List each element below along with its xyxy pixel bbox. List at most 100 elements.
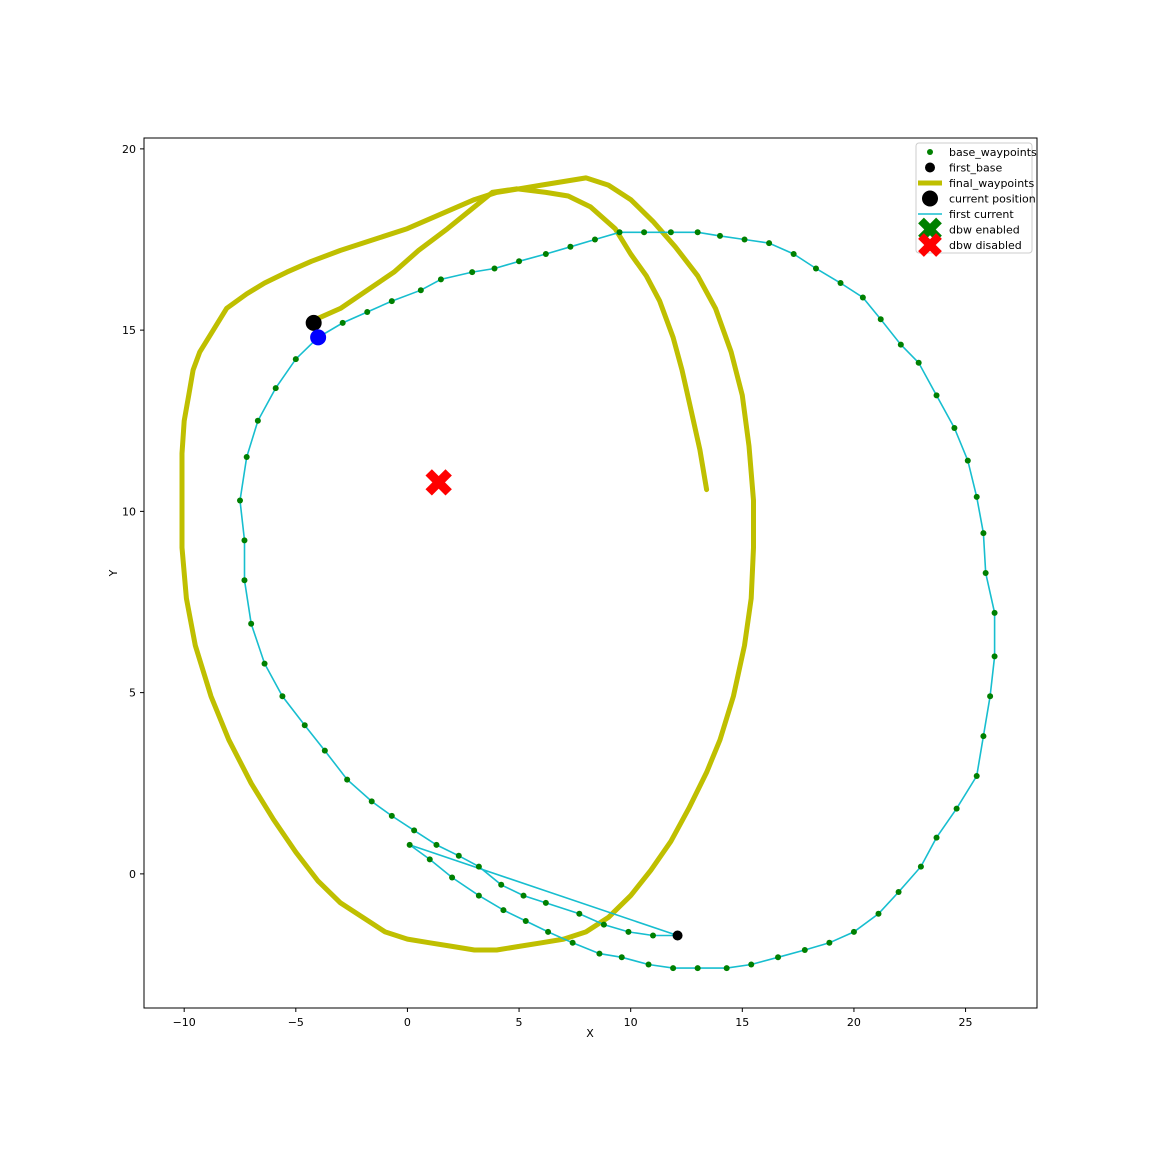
base-waypoint-point: [301, 722, 308, 729]
base-waypoint-point: [953, 805, 960, 812]
base-waypoint-point: [801, 947, 808, 953]
legend-handle: [918, 233, 942, 257]
base-waypoint-point: [982, 570, 989, 576]
base-waypoint-point: [694, 229, 701, 236]
base-waypoint-point: [254, 417, 261, 424]
base-waypoint-point: [933, 392, 940, 399]
plot-frame: [143, 137, 1038, 1009]
x-tick-label: −10: [173, 1016, 196, 1029]
legend-label: dbw disabled: [949, 239, 1022, 252]
base-waypoint-point: [475, 863, 482, 870]
base-waypoint-point: [433, 841, 440, 848]
base-waypoint-point: [364, 309, 371, 315]
base-waypoint-point: [292, 356, 299, 363]
base-waypoint-point: [449, 874, 456, 881]
base-waypoint-point: [545, 928, 552, 935]
legend: base_waypoints first_base final_waypointsc…: [915, 142, 1037, 257]
base-waypoint-point: [812, 265, 819, 272]
y-axis-label: Y: [107, 569, 120, 577]
legend-label: first current: [949, 208, 1014, 221]
base-waypoint-point: [987, 693, 994, 700]
base-waypoint-point: [641, 229, 648, 236]
base-waypoint-point: [569, 939, 576, 946]
base-waypoint-point: [748, 961, 755, 968]
base-waypoint-point: [475, 892, 482, 899]
base-waypoint-point: [875, 910, 882, 917]
x-axis-label: X: [586, 1027, 594, 1040]
base-waypoint-point: [339, 319, 346, 326]
first-base-marker: [672, 930, 683, 941]
base-waypoint-point: [406, 841, 413, 848]
dbw-disabled-marker: [425, 469, 452, 496]
base-waypoint-point: [859, 294, 866, 301]
base-waypoint-point: [616, 229, 623, 236]
y-tick-label: 20: [122, 143, 136, 156]
y-tick-label: 0: [129, 868, 136, 881]
base-waypoint-point: [973, 773, 980, 779]
base-waypoint-point: [933, 834, 940, 841]
base-waypoint-point: [344, 776, 351, 783]
current-position-marker: [305, 314, 322, 331]
base-waypoint-point: [775, 954, 782, 961]
legend-label: dbw enabled: [949, 224, 1020, 237]
base-waypoint-point: [272, 385, 279, 392]
base-waypoint-point: [241, 537, 248, 544]
base-waypoint-point: [917, 863, 924, 870]
base-waypoint-point: [500, 907, 507, 914]
x-tick-label: −5: [288, 1016, 304, 1029]
base-waypoint-point: [426, 856, 433, 863]
base-waypoint-point: [542, 899, 549, 906]
base-waypoint-point: [388, 812, 395, 819]
base-waypoint-point: [279, 693, 286, 700]
first-current-marker: [310, 329, 327, 346]
base-waypoint-point: [991, 609, 998, 616]
base-waypoint-point: [591, 236, 598, 243]
x-tick-label: 5: [516, 1016, 523, 1029]
base-waypoint-point: [645, 961, 652, 968]
x-tick-label: 25: [959, 1016, 973, 1029]
base-waypoint-point: [973, 493, 980, 500]
x-tick-label: 20: [847, 1016, 861, 1029]
base-waypoint-point: [964, 457, 971, 464]
legend-handle: [927, 149, 933, 155]
base-waypoint-point: [991, 653, 998, 660]
base-waypoint-point: [980, 530, 987, 537]
x-tick-label: 10: [624, 1016, 638, 1029]
base-waypoint-point: [261, 660, 268, 667]
base-waypoint-point: [417, 287, 424, 294]
base-waypoint-point: [826, 939, 833, 946]
base-waypoint-point: [915, 359, 922, 366]
x-tick-label: 15: [735, 1016, 749, 1029]
base-waypoint-point: [618, 954, 625, 961]
base-waypoint-point: [567, 243, 574, 250]
base-waypoint-point: [850, 928, 857, 935]
x-tick-label: 0: [404, 1016, 411, 1029]
base-waypoint-point: [596, 950, 603, 957]
base-waypoint-point: [877, 316, 884, 323]
legend-label: first_base: [949, 162, 1002, 175]
base-waypoint-point: [895, 889, 902, 895]
legend-label: final_waypoints: [949, 177, 1034, 190]
base-waypoint-point: [498, 881, 505, 888]
legend-label: current position: [949, 193, 1036, 206]
base-waypoint-point: [469, 269, 476, 276]
base-waypoint-point: [455, 852, 462, 859]
base-waypoint-point: [368, 798, 375, 805]
base-waypoint-point: [667, 229, 674, 236]
base-waypoint-point: [790, 251, 797, 257]
base-waypoint-point: [625, 928, 632, 935]
base-waypoint-point: [248, 620, 255, 627]
base-waypoint-point: [522, 918, 529, 924]
base-waypoint-point: [897, 341, 904, 348]
plot-content: [179, 175, 998, 972]
axis-ticks: −10 −5 0 5 10 15 20 25 0 5 10 15 20: [122, 143, 973, 1029]
base-waypoint-point: [716, 232, 723, 239]
base-waypoint-point: [236, 497, 243, 504]
base-waypoint-point: [741, 236, 748, 243]
base-waypoint-point: [576, 910, 583, 917]
base-waypoint-point: [321, 747, 328, 754]
base-waypoint-point: [723, 965, 730, 972]
base-waypoint-point: [520, 892, 527, 899]
y-tick-label: 5: [129, 687, 136, 700]
